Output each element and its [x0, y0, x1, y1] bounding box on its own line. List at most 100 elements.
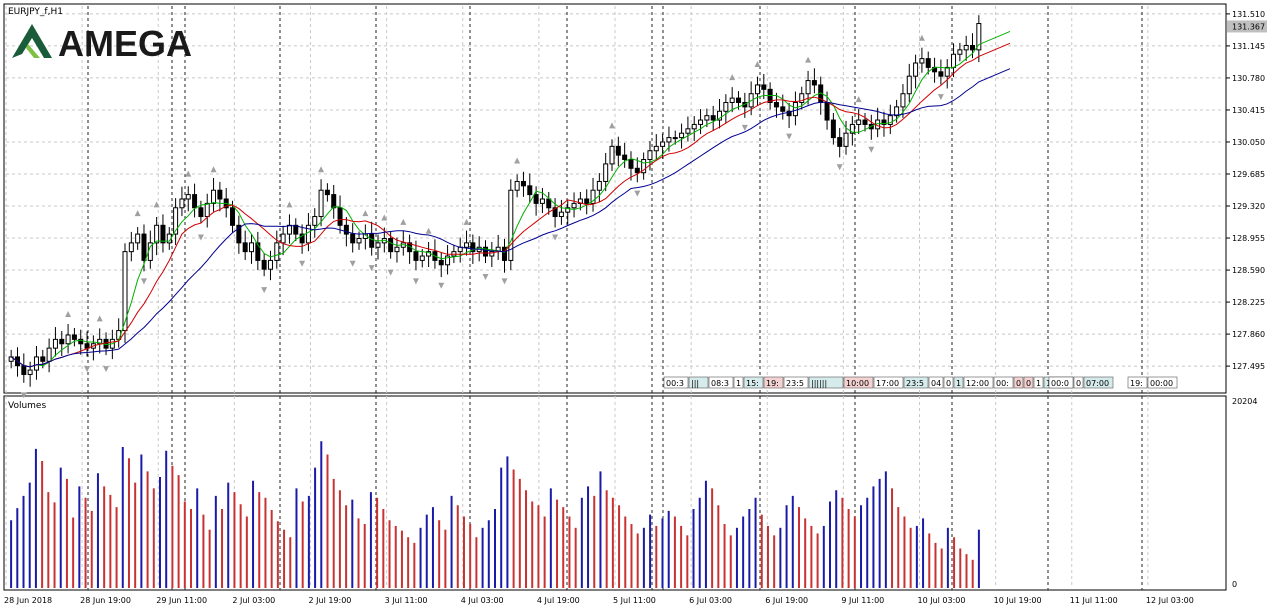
fractal-up-marker [134, 210, 141, 217]
time-label-text: 00: [996, 379, 1009, 388]
candle-body [780, 106, 786, 112]
candle-body [154, 224, 160, 244]
grid-layer [5, 6, 1224, 590]
time-label-box [733, 376, 744, 389]
time-label-text: ||| [691, 379, 699, 388]
candle-body [837, 137, 843, 147]
candle-body [299, 233, 305, 244]
x-tick-label: 28 Jun 2018 [4, 596, 52, 605]
time-label-box [763, 376, 784, 389]
candle-body [204, 202, 210, 218]
candle-body [249, 242, 254, 253]
y-tick-label: 130.780 [1232, 74, 1265, 83]
fractal-up-marker [318, 166, 325, 173]
fractal-up-marker [918, 34, 925, 41]
fractal-down-marker [438, 282, 445, 289]
candle-body [122, 251, 128, 332]
time-label-text: 00:3 [666, 379, 684, 388]
x-tick-label: 5 Jul 11:00 [613, 596, 656, 605]
candle-body [438, 259, 444, 266]
candle-body [533, 194, 539, 204]
candle-body [527, 185, 533, 196]
candle-body [609, 145, 615, 165]
fractal-down-marker [387, 269, 394, 276]
fractal-down-marker [482, 273, 489, 280]
time-label-box [1013, 376, 1024, 389]
candle-body [811, 80, 817, 86]
fractal-up-marker [609, 122, 616, 129]
candle-body [761, 84, 767, 90]
fractal-down-marker [261, 287, 268, 294]
fractal-up-marker [805, 56, 812, 63]
time-label-text: 0 [1076, 379, 1081, 388]
volume-axis-max: 20204 [1232, 397, 1257, 406]
brand-name: AMEGA [58, 23, 192, 64]
candle-body [963, 44, 969, 51]
time-label-box [688, 376, 709, 389]
time-label-box [873, 376, 904, 389]
fractal-up-marker [855, 96, 862, 103]
fractal-up-marker [400, 218, 407, 225]
candle-body [520, 180, 526, 187]
time-label-text: 1 [736, 379, 741, 388]
candle-body [508, 189, 514, 261]
candle-body [71, 334, 77, 340]
candle-body [729, 97, 735, 104]
candle-body [160, 224, 166, 244]
time-label-box [708, 376, 734, 389]
candle-body [773, 102, 779, 108]
candle-body [242, 242, 248, 253]
candle-body [552, 207, 558, 218]
candle-body [305, 224, 311, 244]
last-price-label: 131.367 [1232, 22, 1265, 31]
candle-body [514, 180, 520, 191]
x-tick-label: 10 Jul 03:00 [918, 596, 966, 605]
time-label-box [743, 376, 764, 389]
time-label-box [943, 376, 954, 389]
candle-body [337, 207, 343, 226]
candle-body [369, 233, 375, 248]
volume-axis-min: 0 [1232, 580, 1237, 589]
candle-body [628, 159, 634, 169]
candle-body [698, 119, 704, 125]
candle-body [280, 233, 286, 244]
time-label-box [928, 376, 944, 389]
time-label-text: 1 [956, 379, 961, 388]
x-tick-label: 10 Jul 19:00 [994, 596, 1042, 605]
volume-title: Volumes [8, 401, 46, 411]
candle-body [660, 141, 666, 147]
candle-body [792, 102, 798, 117]
fractal-down-marker [140, 278, 147, 285]
fractal-down-marker [741, 124, 748, 131]
y-tick-label: 128.590 [1232, 266, 1265, 275]
time-label-text: 04 [931, 379, 941, 388]
fractal-up-marker [381, 214, 388, 221]
candle-body [913, 62, 919, 77]
fractal-down-marker [197, 234, 204, 241]
fractal-up-marker [754, 61, 761, 68]
fractal-up-marker [96, 315, 103, 322]
candle-body [710, 115, 716, 121]
y-tick-label: 127.860 [1232, 330, 1265, 339]
candle-body [261, 259, 267, 270]
y-tick-label: 129.685 [1232, 170, 1265, 179]
ma-mid-line [10, 42, 1011, 368]
candle-body [653, 145, 659, 152]
time-label-text: 0 [946, 379, 951, 388]
time-label-text: 19: [766, 379, 779, 388]
candle-body [65, 334, 71, 345]
candle-body [236, 224, 242, 244]
candle-body [78, 338, 84, 345]
x-tick-label: 4 Jul 19:00 [537, 596, 580, 605]
y-tick-label: 129.320 [1232, 202, 1265, 211]
candle-body [413, 251, 419, 261]
candle-body [970, 44, 976, 51]
candle-body [704, 115, 710, 121]
candle-body [685, 128, 691, 134]
candle-body [641, 159, 647, 174]
time-label-text: 00:00 [1150, 379, 1173, 388]
candle-body [679, 132, 685, 139]
fractal-down-marker [368, 265, 375, 272]
candle-body [141, 233, 147, 261]
fractal-up-marker [425, 227, 432, 234]
